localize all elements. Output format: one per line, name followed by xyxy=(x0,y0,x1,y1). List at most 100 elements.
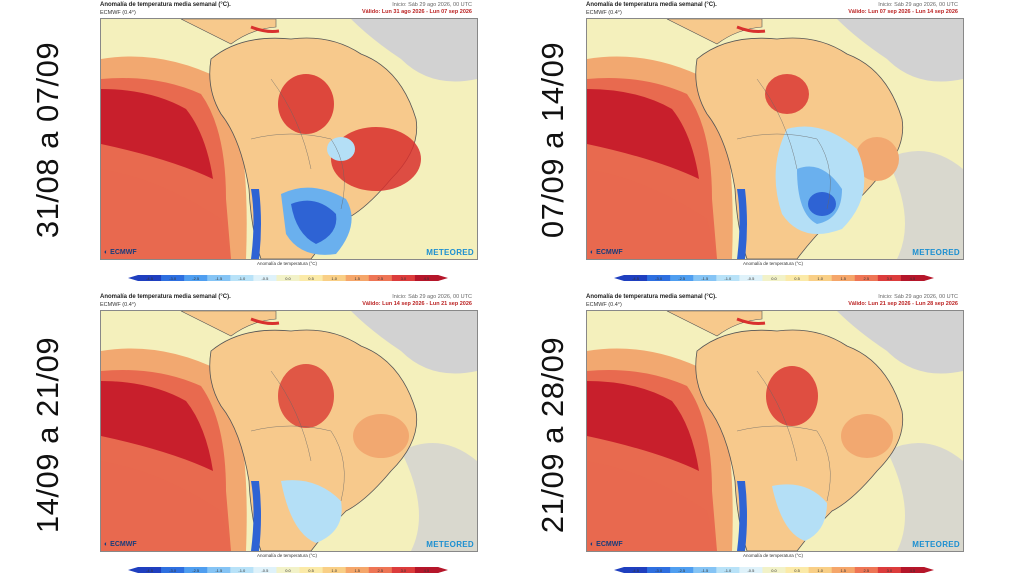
colorbar-swatch xyxy=(831,275,856,281)
colorbar-arrow-right xyxy=(438,567,448,573)
colorbar-swatches xyxy=(614,275,934,281)
pacific-hot-core xyxy=(587,89,699,179)
colorbar-tick-label: -1.0 xyxy=(238,276,246,281)
neutral-patch xyxy=(351,19,477,82)
colorbar-tick-label: 0.5 xyxy=(794,568,800,573)
colorbar-arrow-right xyxy=(924,275,934,281)
colorbar-swatch xyxy=(900,275,925,281)
ecmwf-logo: ◐ ECMWF xyxy=(104,541,137,548)
meteored-logo: METEORED xyxy=(426,540,474,549)
central-america-land xyxy=(666,19,763,45)
colorbar-tick-label: 2.5 xyxy=(863,568,870,573)
anomaly-map xyxy=(101,311,477,551)
colorbar-swatch xyxy=(207,275,231,281)
colorbar-swatch xyxy=(877,275,902,281)
colorbar-title: Anomalía de temperatura (°C) xyxy=(256,261,318,266)
colorbar-swatch xyxy=(299,567,324,573)
colorbar-tick-label: 4.5 xyxy=(423,276,430,281)
colorbar-swatch xyxy=(670,567,694,573)
colorbar-swatch xyxy=(831,567,856,573)
colorbar-tick-label: 1.5 xyxy=(354,276,360,281)
colorbar-tick-label: -1.0 xyxy=(724,276,732,281)
colorbar-swatch xyxy=(808,567,833,573)
colorbar xyxy=(614,268,934,281)
colorbar-tick-label: 1.0 xyxy=(331,276,337,281)
colorbar-tick-label: 0.0 xyxy=(285,276,291,281)
colorbar xyxy=(614,560,934,573)
colorbar-swatch xyxy=(161,275,185,281)
colorbar-swatch xyxy=(624,275,648,281)
andes-cold-strip xyxy=(737,481,747,551)
neutral-patch xyxy=(401,151,477,259)
colorbar-swatch xyxy=(345,567,370,573)
colorbar-tick-label: 0.0 xyxy=(771,276,777,281)
pacific-warm-band xyxy=(101,169,231,259)
init-time: Inicio: Sáb 29 ago 2026, 00 UTC xyxy=(878,294,958,300)
colorbar xyxy=(128,268,448,281)
colorbar-swatch xyxy=(808,275,833,281)
colorbar-swatch xyxy=(900,567,925,573)
meteored-logo: METEORED xyxy=(912,248,960,257)
meteored-logo: METEORED xyxy=(426,248,474,257)
period-label: 07/09 a 14/09 xyxy=(535,41,570,239)
colorbar-arrow-right xyxy=(438,275,448,281)
neutral-patch xyxy=(351,311,477,374)
northeast-warm-anomaly xyxy=(353,414,409,458)
colorbar-tick-label: -2.5 xyxy=(192,568,200,573)
colorbar-swatch xyxy=(230,567,254,573)
colorbar-tick-label: 0.5 xyxy=(308,276,314,281)
colorbar-tick-label: -4.5 xyxy=(146,276,153,281)
south-cold-core xyxy=(291,200,337,244)
colorbar-swatch xyxy=(184,275,208,281)
period-label: 21/09 a 28/09 xyxy=(535,336,570,534)
central-america-land xyxy=(180,311,277,337)
colorbar-tick-label: 1.5 xyxy=(840,568,846,573)
colorbar-swatch xyxy=(785,567,810,573)
continent-land xyxy=(695,329,904,551)
valid-range: Válido: Lun 31 ago 2026 - Lun 07 sep 202… xyxy=(361,9,472,15)
colorbar-tick-label: 2.5 xyxy=(863,276,870,281)
country-borders xyxy=(736,78,831,210)
colorbar-swatch xyxy=(716,567,740,573)
central-america-land xyxy=(666,311,763,337)
colorbar-swatch xyxy=(877,567,902,573)
colorbar-arrow-left xyxy=(614,567,624,573)
meteored-logo: METEORED xyxy=(912,540,960,549)
colorbar-tick-label: -0.5 xyxy=(747,568,755,573)
colorbar-swatch xyxy=(762,567,787,573)
model-label: ECMWF (0.4°) xyxy=(100,302,136,308)
colorbar-tick-label: -1.0 xyxy=(724,568,732,573)
colorbar-swatch xyxy=(345,275,370,281)
colorbar-swatch xyxy=(762,275,787,281)
map-frame xyxy=(100,18,478,260)
caribbean-hot-spot xyxy=(250,317,280,325)
colorbar-swatch xyxy=(785,275,810,281)
colorbar xyxy=(128,560,448,573)
continent-land xyxy=(209,329,418,551)
colorbar-swatch xyxy=(161,567,185,573)
colorbar-tick-label: -1.5 xyxy=(701,568,709,573)
colorbar-tick-label: 1.0 xyxy=(817,276,823,281)
colorbar-tick-label: 3.0 xyxy=(400,568,407,573)
colorbar-tick-label: 1.0 xyxy=(817,568,823,573)
colorbar-swatch xyxy=(624,567,648,573)
pacific-hot-core xyxy=(101,381,213,471)
map-frame xyxy=(100,310,478,552)
central-america-land xyxy=(180,19,277,45)
colorbar-swatch xyxy=(253,275,277,281)
valid-range: Válido: Lun 21 sep 2026 - Lun 28 sep 202… xyxy=(848,301,958,307)
init-time: Inicio: Sáb 29 ago 2026, 00 UTC xyxy=(392,2,472,8)
pacific-warm-band xyxy=(587,169,717,259)
valid-range: Válido: Lun 14 sep 2026 - Lun 21 sep 202… xyxy=(362,301,472,307)
caribbean-hot-spot xyxy=(736,25,766,33)
init-time: Inicio: Sáb 29 ago 2026, 00 UTC xyxy=(878,2,958,8)
colorbar-tick-label: 4.5 xyxy=(423,568,430,573)
colorbar-swatch xyxy=(647,567,671,573)
colorbar-tick-label: -3.0 xyxy=(655,276,663,281)
ecmwf-logo: ◐ ECMWF xyxy=(104,249,137,256)
colorbar-swatch xyxy=(322,275,347,281)
colorbar-swatch xyxy=(854,567,879,573)
colorbar-swatch xyxy=(739,567,763,573)
forecast-panel: Anomalía de temperatura media semanal (°… xyxy=(98,292,478,584)
amazon-hot-anomaly xyxy=(766,366,818,426)
